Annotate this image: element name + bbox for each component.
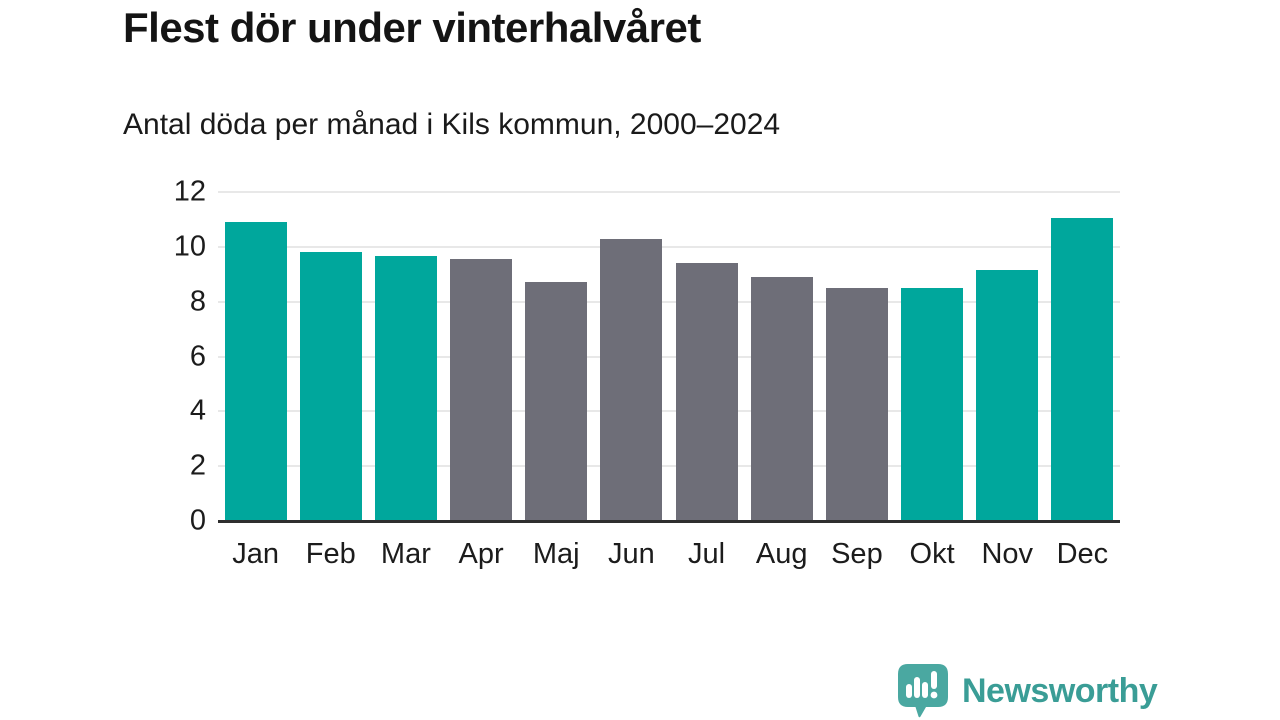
x-tick-label-jul: Jul — [688, 538, 726, 570]
gridline-y6 — [218, 355, 1120, 358]
y-tick-label-10: 10 — [173, 230, 206, 263]
bar-jan — [224, 222, 287, 521]
x-tick-label-apr: Apr — [458, 538, 504, 570]
x-axis-line — [218, 520, 1120, 523]
x-tick-label-okt: Okt — [909, 538, 955, 570]
chart-subtitle: Antal döda per månad i Kils kommun, 2000… — [123, 108, 781, 141]
bar-maj — [525, 282, 588, 521]
x-tick-label-dec: Dec — [1056, 538, 1109, 570]
bar-jul — [675, 263, 738, 521]
x-tick-label-jun: Jun — [608, 538, 655, 570]
bar-feb — [299, 252, 362, 521]
bar-sep — [825, 287, 888, 521]
gridline-y10 — [218, 245, 1120, 248]
y-tick-label-4: 4 — [189, 394, 206, 427]
brand-footer: Newsworthy — [897, 663, 1158, 719]
gridline-y2 — [218, 465, 1120, 468]
bar-apr — [450, 259, 513, 521]
gridline-y8 — [218, 300, 1120, 303]
bar-jun — [600, 238, 663, 521]
x-tick-label-maj: Maj — [532, 538, 580, 570]
newsworthy-logo-icon — [898, 664, 948, 718]
y-tick-label-12: 12 — [173, 175, 206, 208]
y-tick-label-8: 8 — [189, 285, 206, 318]
x-tick-label-aug: Aug — [755, 538, 808, 570]
bar-chart-plot-area — [218, 191, 1120, 523]
y-tick-label-6: 6 — [189, 340, 206, 372]
x-tick-label-mar: Mar — [380, 538, 431, 570]
bar-dec — [1051, 218, 1114, 521]
bar-okt — [901, 287, 964, 521]
y-tick-label-0: 0 — [189, 504, 206, 537]
bar-nov — [976, 270, 1039, 521]
x-tick-label-nov: Nov — [981, 538, 1034, 570]
y-tick-label-2: 2 — [189, 449, 206, 482]
gridline-y12 — [218, 191, 1120, 193]
x-tick-label-sep: Sep — [831, 538, 883, 570]
chart-title: Flest dör under vinterhalvåret — [123, 4, 701, 51]
bar-aug — [750, 277, 813, 521]
x-axis-tick-labels: Jan Feb Mar Apr Maj Jun Jul Aug Sep Okt Nov Dec — [218, 538, 1120, 580]
gridline-y4 — [218, 410, 1120, 413]
brand-name: Newsworthy — [962, 671, 1158, 710]
x-tick-label-feb: Feb — [305, 538, 356, 570]
bar-mar — [374, 256, 437, 521]
y-axis-tick-labels: 0 2 4 6 8 10 12 — [120, 176, 206, 537]
x-tick-label-jan: Jan — [232, 538, 279, 570]
